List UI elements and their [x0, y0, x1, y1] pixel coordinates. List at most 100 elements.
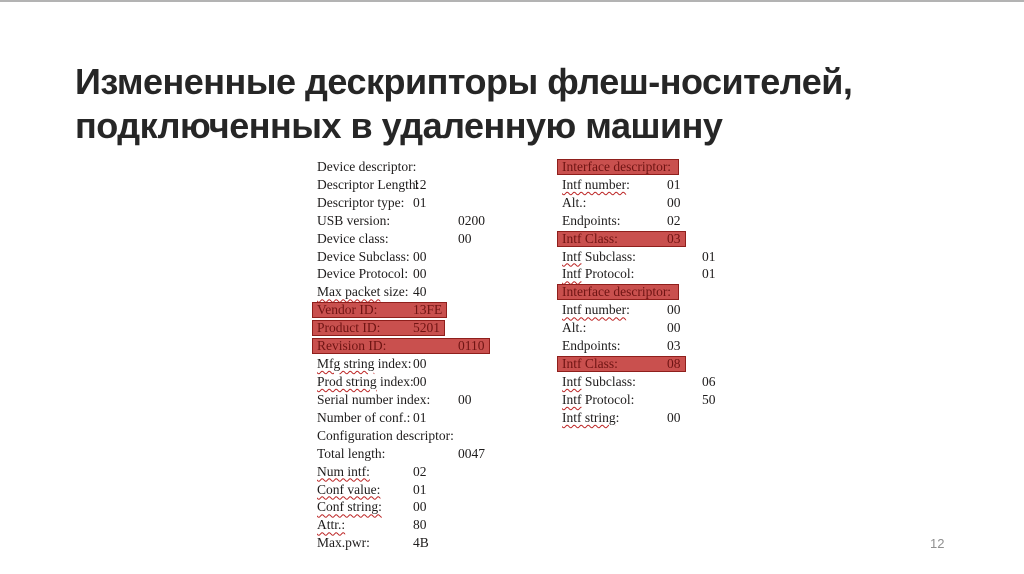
slide-title: Измененные дескрипторы флеш-носителей, п…: [75, 61, 853, 147]
spellcheck-wavy-underline: Max packet: [317, 284, 381, 300]
descriptor-row: Configuration descriptor:: [317, 427, 497, 445]
field-value: 01: [413, 194, 427, 210]
field-label: Configuration descriptor:: [317, 427, 454, 443]
field-value: 50: [702, 391, 716, 407]
highlighted-descriptor-field: Intf Class: 08: [557, 356, 686, 373]
descriptor-row: Intf Class: 08: [557, 355, 727, 373]
highlighted-descriptor-field: Revision ID: 0110: [312, 338, 490, 355]
descriptor-field: Intf number: 01: [562, 177, 681, 193]
field-label: Serial number index:: [317, 391, 431, 407]
field-label: Conf string:: [317, 499, 413, 515]
field-value: 00: [413, 266, 427, 282]
field-value: 00: [458, 230, 472, 246]
spellcheck-wavy-underline: Conf value:: [317, 481, 381, 497]
spellcheck-wavy-underline: Attr.:: [317, 517, 346, 533]
spellcheck-wavy-underline: Intf: [562, 266, 582, 282]
descriptor-row: Endpoints: 02: [562, 212, 727, 230]
descriptor-row: Conf value: 01: [317, 481, 497, 499]
field-value: 0110: [458, 338, 485, 354]
descriptor-row: Revision ID: 0110: [312, 337, 497, 355]
field-value: 0047: [458, 445, 485, 461]
spellcheck-wavy-underline: Num intf:: [317, 463, 370, 479]
field-value: 00: [667, 320, 681, 336]
descriptor-field: Endpoints: 02: [562, 213, 681, 229]
descriptor-field: Conf value: 01: [317, 482, 427, 498]
field-label: Device Subclass:: [317, 248, 410, 264]
field-label: Intf string:: [562, 409, 620, 425]
descriptor-field: Device descriptor:: [317, 159, 416, 175]
descriptor-field: Num intf: 02: [317, 464, 427, 480]
field-label: Intf number:: [562, 302, 630, 318]
descriptor-row: Intf number: 01: [562, 176, 727, 194]
field-label: Max.pwr:: [317, 535, 370, 551]
field-label: Intf Protocol:: [562, 266, 635, 282]
descriptor-field: Serial number index: 00: [317, 392, 472, 408]
descriptor-field: Descriptor type: 01: [317, 195, 427, 211]
field-label: Total length:: [317, 445, 386, 461]
field-value: 01: [413, 409, 427, 425]
field-label: Endpoints:: [562, 212, 621, 228]
descriptor-field: Device Subclass: 00: [317, 249, 427, 265]
descriptor-field: Intf number: 00: [562, 302, 681, 318]
field-value: 13FE: [413, 302, 443, 318]
descriptor-row: Vendor ID: 13FE: [312, 301, 497, 319]
field-label: Descriptor type:: [317, 194, 405, 210]
descriptor-row: Num intf: 02: [317, 463, 497, 481]
page-number: 12: [930, 536, 945, 551]
field-label: Num intf:: [317, 464, 413, 480]
field-value: 01: [413, 481, 427, 497]
field-value: 40: [413, 284, 427, 300]
field-label: Mfg string index:: [317, 356, 412, 372]
descriptor-row: Intf Class: 03: [557, 230, 727, 248]
descriptor-field: Device class: 00: [317, 231, 472, 247]
field-value: 02: [413, 463, 427, 479]
spellcheck-wavy-underline: Conf string:: [317, 499, 382, 515]
descriptor-field: Conf string: 00: [317, 499, 427, 515]
field-label: Revision ID:: [317, 338, 387, 354]
field-value: 12: [413, 176, 427, 192]
field-label: Alt.:: [562, 320, 587, 336]
descriptor-row: USB version: 0200: [317, 212, 497, 230]
field-label: Descriptor Length:: [317, 176, 420, 192]
descriptor-row: Total length: 0047: [317, 445, 497, 463]
highlighted-descriptor-field: Product ID: 5201: [312, 320, 445, 337]
descriptor-row: Device descriptor:: [317, 158, 497, 176]
descriptor-row: Conf string: 00: [317, 499, 497, 517]
field-value: 00: [667, 194, 681, 210]
field-value: 01: [702, 266, 716, 282]
field-label: Device Protocol:: [317, 266, 409, 282]
descriptor-row: Product ID: 5201: [312, 319, 497, 337]
spellcheck-wavy-underline: Intf: [562, 391, 582, 407]
descriptor-row: Attr.: 80: [317, 516, 497, 534]
descriptor-row: Device Subclass: 00: [317, 248, 497, 266]
descriptor-row: Alt.: 00: [562, 194, 727, 212]
descriptor-field: Attr.: 80: [317, 517, 427, 533]
descriptor-field: Intf Subclass: 06: [562, 374, 716, 390]
field-value: 01: [702, 248, 716, 264]
field-label: Interface descriptor:: [562, 284, 672, 300]
descriptor-row: Descriptor Length: 12: [317, 176, 497, 194]
field-label: Max packet size:: [317, 284, 409, 300]
descriptor-field: USB version: 0200: [317, 213, 485, 229]
field-label: Intf Protocol:: [562, 391, 635, 407]
descriptor-row: Mfg string index: 00: [317, 355, 497, 373]
field-value: 80: [413, 517, 427, 533]
descriptor-field: Intf Subclass: 01: [562, 249, 716, 265]
descriptor-row: Max packet size: 40: [317, 283, 497, 301]
field-label: Alt.:: [562, 194, 587, 210]
descriptor-field: Configuration descriptor:: [317, 428, 454, 444]
field-value: 00: [413, 374, 427, 390]
field-value: 00: [667, 302, 681, 318]
field-label: Endpoints:: [562, 338, 621, 354]
field-label: Number of conf.:: [317, 409, 411, 425]
field-label: Intf Class:: [562, 230, 618, 246]
descriptor-row: Intf Subclass: 01: [562, 248, 727, 266]
descriptor-field: Alt.: 00: [562, 195, 681, 211]
field-value: 00: [413, 248, 427, 264]
field-label: Intf Subclass:: [562, 248, 636, 264]
field-label: Vendor ID:: [317, 302, 378, 318]
descriptor-row: Device Protocol: 00: [317, 266, 497, 284]
descriptor-field: Max.pwr: 4B: [317, 535, 429, 551]
field-value: 06: [702, 374, 716, 390]
descriptor-row: Max.pwr: 4B: [317, 534, 497, 552]
